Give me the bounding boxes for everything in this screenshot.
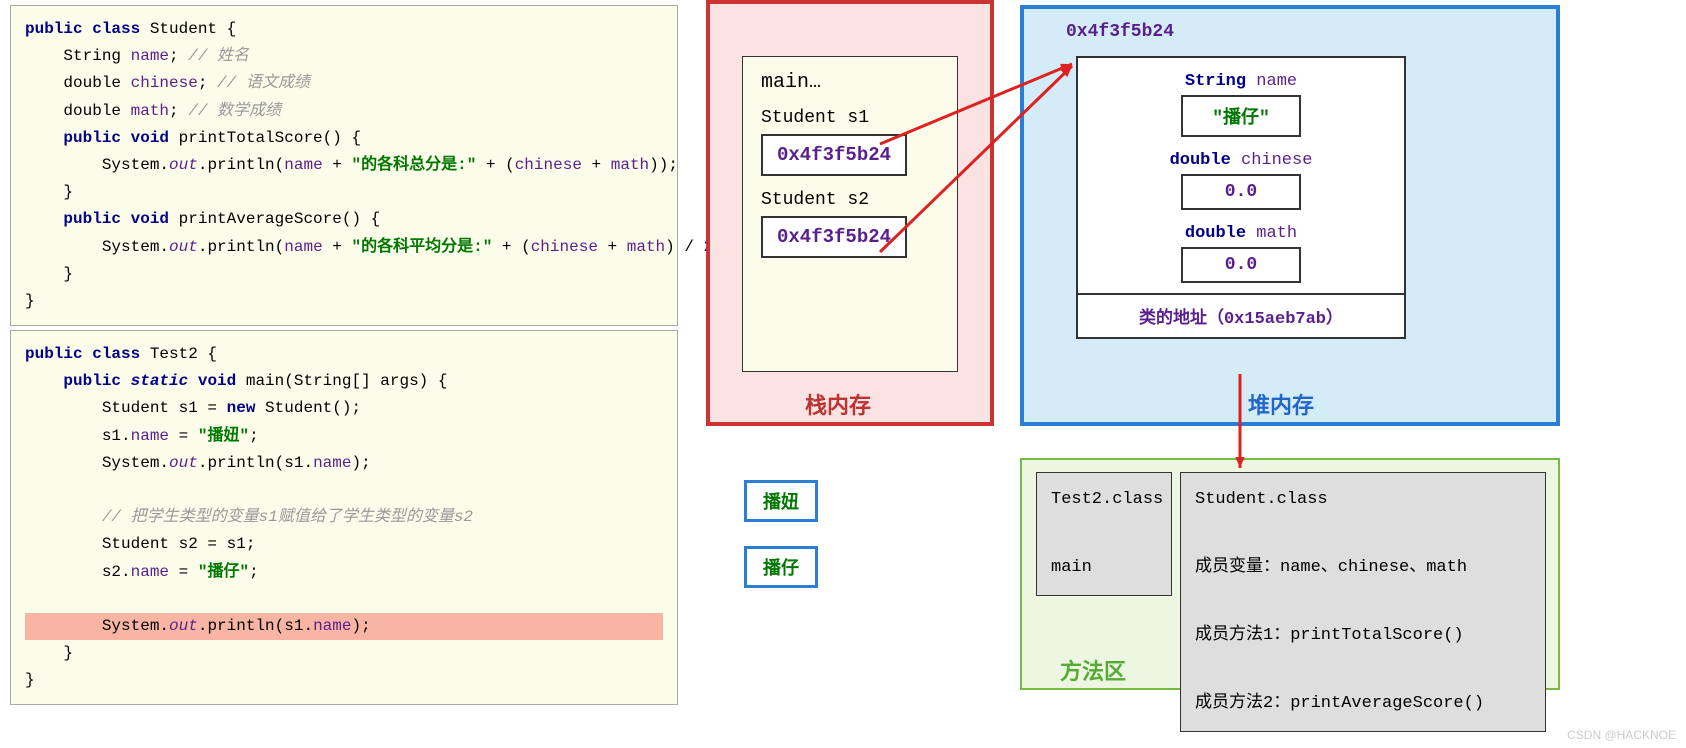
heap-field-value: "播仔" bbox=[1181, 95, 1301, 137]
method-area-student: Student.class 成员变量：name、chinese、math 成员方… bbox=[1180, 472, 1546, 732]
stack-frame-main: main… Student s1 0x4f3f5b24 Student s2 0x4f… bbox=[742, 56, 958, 372]
heap-label: 堆内存 bbox=[1248, 388, 1314, 420]
stack-address-box: 0x4f3f5b24 bbox=[761, 216, 907, 258]
method-area-test2: Test2.class main bbox=[1036, 472, 1172, 596]
heap-object-address: 0x4f3f5b24 bbox=[1066, 22, 1174, 42]
heap-object-box: String name "播仔" double chinese 0.0 double m… bbox=[1076, 56, 1406, 339]
code-block-student: public class Student { String name; // 姓… bbox=[10, 5, 678, 326]
console-output-1: 播妞 bbox=[744, 480, 818, 522]
stack-address-box: 0x4f3f5b24 bbox=[761, 134, 907, 176]
heap-field-label: double chinese bbox=[1108, 151, 1374, 170]
heap-class-address: 类的地址（0x15aeb7ab） bbox=[1078, 293, 1404, 337]
method-area-label: 方法区 bbox=[1060, 654, 1126, 686]
stack-variable: Student s1 bbox=[761, 108, 939, 128]
heap-field-label: String name bbox=[1108, 72, 1374, 91]
console-output-2: 播仔 bbox=[744, 546, 818, 588]
heap-field-value: 0.0 bbox=[1181, 247, 1301, 283]
code-block-test2: public class Test2 { public static void … bbox=[10, 330, 678, 705]
stack-variable: Student s2 bbox=[761, 190, 939, 210]
stack-label: 栈内存 bbox=[805, 388, 871, 420]
heap-field-value: 0.0 bbox=[1181, 174, 1301, 210]
stack-frame-title: main… bbox=[761, 71, 939, 94]
heap-field-label: double math bbox=[1108, 224, 1374, 243]
watermark: CSDN @HACKNOE bbox=[1567, 728, 1676, 742]
